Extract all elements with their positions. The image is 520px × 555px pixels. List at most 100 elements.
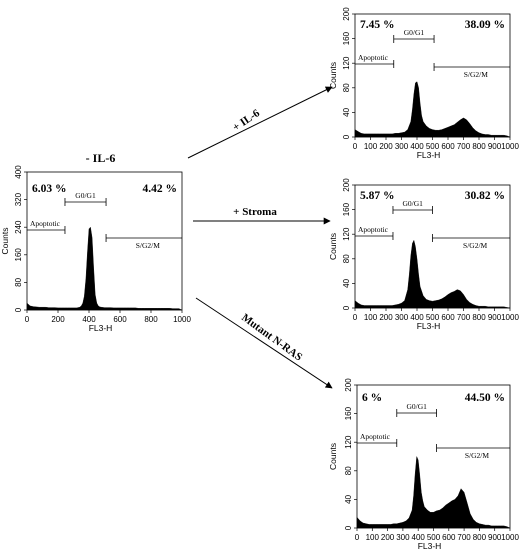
- y-tick-label: 160: [14, 248, 23, 262]
- y-tick-label: 0: [342, 134, 351, 139]
- x-tick-label: 0: [355, 533, 360, 542]
- x-tick-label: 0: [353, 313, 358, 322]
- y-axis-label: Counts: [328, 62, 338, 89]
- x-tick-label: 1000: [501, 313, 519, 322]
- x-tick-label: 900: [488, 142, 502, 151]
- y-tick-label: 200: [342, 7, 351, 21]
- sg2m-percent: 44.50 %: [465, 392, 505, 404]
- gate-sg2m: S/G2/M: [436, 444, 510, 460]
- gate-label: Apoptotic: [358, 53, 389, 62]
- x-tick-label: 400: [82, 315, 96, 324]
- y-tick-label: 80: [344, 466, 353, 475]
- x-tick-label: 500: [426, 313, 440, 322]
- gate-label: G0/G1: [406, 402, 427, 411]
- y-tick-label: 160: [342, 202, 351, 216]
- histogram-area: [354, 239, 511, 309]
- gate-label: Apoptotic: [360, 432, 391, 441]
- y-tick-label: 80: [342, 254, 351, 263]
- gate-label: S/G2/M: [136, 241, 161, 250]
- y-tick-label: 400: [14, 165, 23, 179]
- x-tick-label: 1000: [173, 315, 191, 324]
- x-tick-label: 300: [395, 313, 409, 322]
- apoptotic-percent: 5.87 %: [360, 190, 395, 202]
- x-axis-label: FL3-H: [417, 150, 441, 160]
- gate-label: G0/G1: [404, 28, 425, 37]
- arrow-label: Mutant N-RAS: [239, 312, 304, 364]
- y-tick-label: 320: [14, 192, 23, 206]
- y-tick-label: 120: [342, 56, 351, 70]
- gate-g0g1: G0/G1: [393, 28, 435, 43]
- y-tick-label: 80: [342, 83, 351, 92]
- arrow-stroma: + Stroma: [193, 206, 331, 225]
- x-tick-label: 800: [144, 315, 158, 324]
- y-tick-label: 120: [344, 435, 353, 449]
- x-tick-label: 300: [396, 533, 410, 542]
- x-tick-label: 900: [488, 533, 502, 542]
- x-tick-label: 600: [442, 533, 456, 542]
- x-tick-label: 600: [441, 142, 455, 151]
- arrow-line: [187, 86, 333, 159]
- histogram-il6: 0 100 200 300 400 500 600 700 800 900 100004080120…: [328, 7, 519, 160]
- arrow-line: [195, 297, 333, 389]
- x-tick-label: 500: [426, 142, 440, 151]
- x-axis-label: FL3-H: [417, 321, 441, 331]
- gate-sg2m: S/G2/M: [105, 234, 182, 250]
- gate-g0g1: G0/G1: [396, 402, 437, 417]
- y-tick-label: 240: [14, 220, 23, 234]
- x-tick-label: 200: [381, 533, 395, 542]
- x-tick-label: 800: [472, 142, 486, 151]
- x-tick-label: 200: [51, 315, 65, 324]
- x-tick-label: 1000: [501, 533, 519, 542]
- x-tick-label: 300: [395, 142, 409, 151]
- arrow-label: + Stroma: [233, 206, 277, 218]
- sg2m-percent: 38.09 %: [465, 19, 505, 31]
- x-tick-label: 800: [473, 533, 487, 542]
- y-tick-label: 200: [344, 378, 353, 392]
- x-axis-label: FL3-H: [418, 541, 442, 551]
- x-tick-label: 400: [410, 313, 424, 322]
- histogram-ctrl: 0 200 400 600 800 1000080160240320400FL3-HCou…: [0, 151, 191, 333]
- y-axis-label: Counts: [328, 233, 338, 260]
- transition-arrows: + IL-6 + Stroma Mutant N-RAS: [187, 86, 333, 389]
- x-tick-label: 400: [412, 533, 426, 542]
- gate-apoptotic: Apoptotic: [27, 219, 66, 234]
- y-tick-label: 40: [344, 494, 353, 503]
- x-tick-label: 0: [353, 142, 358, 151]
- histogram-area: [26, 226, 183, 311]
- gate-g0g1: G0/G1: [64, 191, 107, 206]
- x-tick-label: 200: [379, 142, 393, 151]
- x-tick-label: 700: [457, 142, 471, 151]
- sg2m-percent: 4.42 %: [143, 183, 178, 195]
- sg2m-percent: 30.82 %: [465, 190, 505, 202]
- x-tick-label: 600: [113, 315, 127, 324]
- gate-label: S/G2/M: [463, 241, 488, 250]
- y-tick-label: 160: [342, 31, 351, 45]
- x-tick-label: 600: [441, 313, 455, 322]
- gate-label: S/G2/M: [464, 70, 489, 79]
- y-tick-label: 40: [342, 107, 351, 116]
- x-tick-label: 100: [364, 313, 378, 322]
- arrow-il6: + IL-6: [187, 86, 333, 159]
- histogram-area: [354, 81, 511, 138]
- apoptotic-percent: 7.45 %: [360, 19, 395, 31]
- x-tick-label: 900: [488, 313, 502, 322]
- x-tick-label: 700: [457, 313, 471, 322]
- y-tick-label: 120: [342, 227, 351, 241]
- histogram-area: [356, 456, 511, 529]
- y-tick-label: 0: [342, 305, 351, 310]
- apoptotic-percent: 6.03 %: [32, 183, 67, 195]
- gate-apoptotic: Apoptotic: [355, 53, 395, 68]
- x-tick-label: 800: [472, 313, 486, 322]
- gate-g0g1: G0/G1: [392, 199, 433, 214]
- x-tick-label: 700: [457, 533, 471, 542]
- x-tick-label: 100: [364, 142, 378, 151]
- gate-label: S/G2/M: [465, 451, 490, 460]
- y-tick-label: 80: [14, 277, 23, 286]
- y-tick-label: 160: [344, 406, 353, 420]
- x-axis-label: FL3-H: [89, 323, 113, 333]
- x-tick-label: 200: [379, 313, 393, 322]
- histogram-panels: 0 200 400 600 800 1000080160240320400FL3-HCou…: [0, 7, 519, 551]
- gate-label: Apoptotic: [358, 225, 389, 234]
- y-tick-label: 200: [342, 178, 351, 192]
